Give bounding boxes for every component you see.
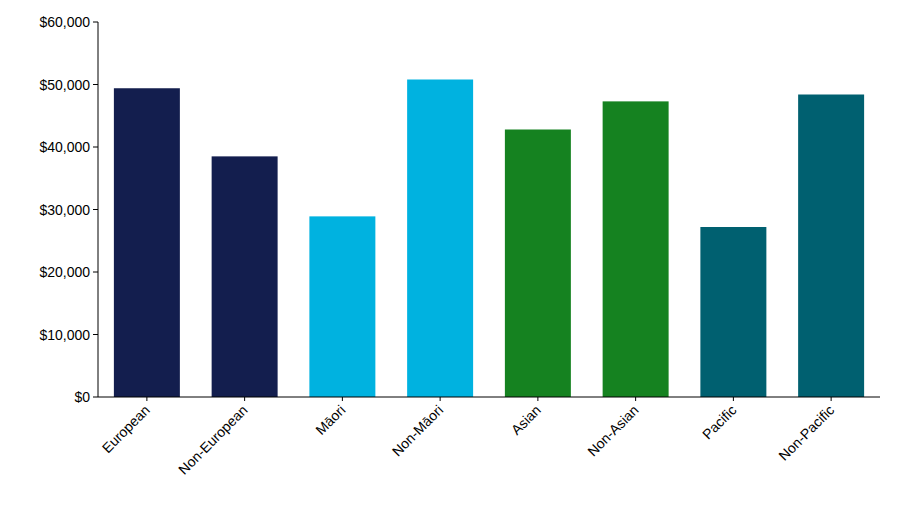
bar bbox=[700, 227, 766, 397]
bar bbox=[798, 95, 864, 398]
x-tick bbox=[635, 397, 636, 401]
x-tick-label: Non-Māori bbox=[389, 402, 447, 460]
y-tick-label: $60,000 bbox=[39, 14, 90, 30]
bar bbox=[505, 130, 571, 398]
bar bbox=[212, 156, 278, 397]
y-tick-label: $50,000 bbox=[39, 77, 90, 93]
y-tick-label: $20,000 bbox=[39, 264, 90, 280]
x-tick bbox=[831, 397, 832, 401]
y-tick-label: $10,000 bbox=[39, 327, 90, 343]
chart-container: $0 $10,000 $20,000 $30,000 $40,000 $50,000 $60… bbox=[0, 0, 901, 506]
bar bbox=[114, 88, 180, 397]
x-axis-line bbox=[98, 397, 880, 398]
x-tick-label: Non-European bbox=[175, 402, 251, 478]
y-tick-label: $0 bbox=[74, 389, 90, 405]
x-tick-label: Māori bbox=[312, 402, 348, 438]
bars bbox=[114, 80, 864, 398]
bar bbox=[603, 101, 669, 397]
y-tick bbox=[93, 209, 98, 210]
x-tick-label: European bbox=[99, 402, 153, 456]
x-tick bbox=[146, 397, 147, 401]
y-tick bbox=[93, 22, 98, 23]
x-tick-label: Asian bbox=[508, 402, 544, 438]
x-tick bbox=[537, 397, 538, 401]
y-tick bbox=[93, 334, 98, 335]
bar bbox=[309, 216, 375, 397]
x-tick-label: Non-Pacific bbox=[775, 402, 837, 464]
y-tick bbox=[93, 147, 98, 148]
y-tick bbox=[93, 397, 98, 398]
y-tick bbox=[93, 84, 98, 85]
x-tick bbox=[244, 397, 245, 401]
x-tick bbox=[342, 397, 343, 401]
x-tick bbox=[733, 397, 734, 401]
x-tick-label: Pacific bbox=[699, 402, 739, 442]
chart-svg: $0 $10,000 $20,000 $30,000 $40,000 $50,000 $60… bbox=[0, 0, 901, 506]
y-tick-label: $30,000 bbox=[39, 202, 90, 218]
bar bbox=[407, 80, 473, 398]
x-tick bbox=[440, 397, 441, 401]
y-tick bbox=[93, 272, 98, 273]
x-tick-label: Non-Asian bbox=[584, 402, 642, 460]
y-tick-label: $40,000 bbox=[39, 139, 90, 155]
